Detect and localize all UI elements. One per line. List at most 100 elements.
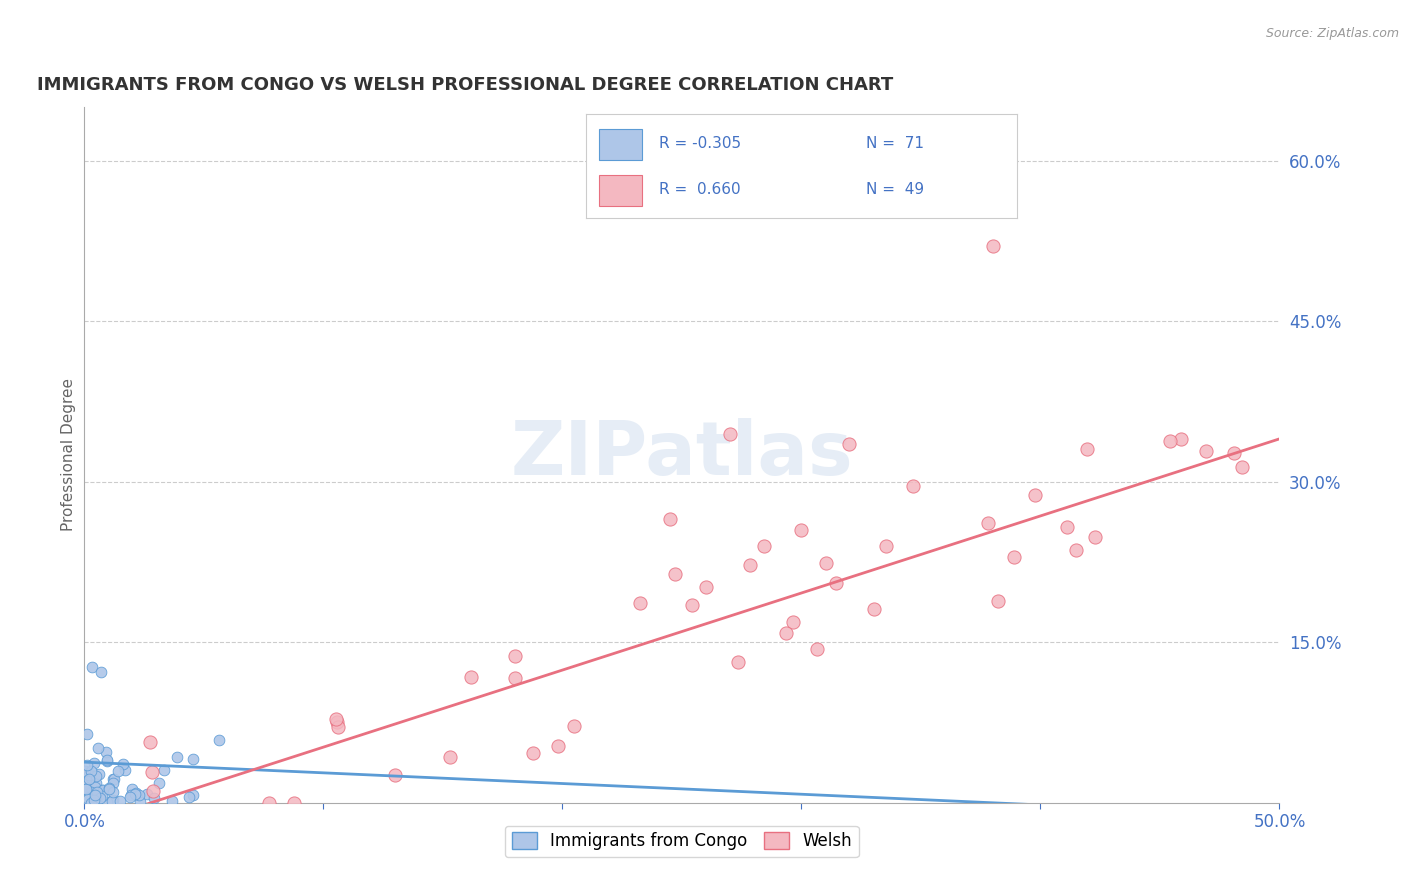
- Legend: Immigrants from Congo, Welsh: Immigrants from Congo, Welsh: [505, 826, 859, 857]
- Point: [1195, 444, 1218, 458]
- Y-axis label: Professional Degree: Professional Degree: [60, 378, 76, 532]
- Point: [76, 727, 98, 741]
- Point: [121, 781, 143, 796]
- Point: [152, 763, 174, 777]
- Point: [460, 670, 482, 684]
- Point: [1223, 446, 1246, 460]
- Point: [326, 720, 349, 734]
- Point: [114, 763, 136, 777]
- Point: [75, 764, 97, 778]
- Point: [77, 772, 100, 787]
- Point: [79, 767, 101, 781]
- Point: [160, 793, 183, 807]
- Point: [806, 641, 828, 656]
- Point: [875, 539, 897, 553]
- Point: [75, 794, 97, 808]
- Point: [87, 740, 110, 755]
- Point: [83, 756, 105, 771]
- Point: [752, 539, 775, 553]
- Point: [107, 764, 129, 779]
- Point: [1056, 520, 1078, 534]
- Point: [103, 776, 125, 790]
- Point: [325, 714, 347, 729]
- Point: [681, 598, 703, 612]
- Point: [695, 580, 717, 594]
- Point: [1084, 530, 1107, 544]
- Point: [1002, 550, 1025, 565]
- Point: [659, 512, 682, 526]
- Point: [547, 739, 569, 753]
- Point: [87, 767, 110, 781]
- Point: [79, 771, 101, 785]
- Point: [90, 665, 112, 680]
- Point: [101, 785, 124, 799]
- Point: [101, 772, 124, 786]
- Point: [505, 649, 527, 664]
- Point: [718, 426, 741, 441]
- Point: [80, 789, 103, 803]
- Point: [80, 660, 103, 674]
- Point: [981, 239, 1004, 253]
- Point: [96, 754, 118, 768]
- Point: [738, 558, 761, 573]
- Point: [838, 437, 860, 451]
- Point: [101, 794, 124, 808]
- Text: ZIPatlas: ZIPatlas: [510, 418, 853, 491]
- Point: [120, 790, 142, 805]
- Point: [148, 776, 170, 790]
- Point: [1230, 460, 1253, 475]
- Point: [96, 795, 118, 809]
- Point: [166, 750, 188, 764]
- Point: [125, 786, 148, 800]
- Point: [1024, 488, 1046, 502]
- Point: [503, 671, 526, 685]
- Point: [120, 789, 142, 803]
- Point: [83, 793, 105, 807]
- Point: [283, 796, 305, 810]
- Point: [90, 783, 112, 797]
- Point: [124, 787, 146, 801]
- Text: Source: ZipAtlas.com: Source: ZipAtlas.com: [1265, 27, 1399, 40]
- Point: [727, 655, 749, 669]
- Point: [1064, 543, 1087, 558]
- Point: [562, 719, 585, 733]
- Point: [108, 794, 131, 808]
- Point: [80, 764, 103, 778]
- Point: [1076, 442, 1098, 456]
- Point: [143, 790, 166, 805]
- Point: [77, 768, 100, 782]
- Point: [987, 594, 1010, 608]
- Point: [111, 757, 134, 772]
- Point: [522, 746, 544, 760]
- Point: [76, 757, 98, 772]
- Point: [181, 788, 204, 802]
- Point: [628, 596, 651, 610]
- Point: [75, 782, 97, 797]
- Point: [80, 796, 103, 810]
- Point: [79, 789, 101, 803]
- Point: [142, 784, 165, 798]
- Point: [79, 789, 101, 803]
- Point: [91, 789, 114, 804]
- Point: [775, 626, 797, 640]
- Point: [97, 781, 120, 796]
- Point: [825, 576, 848, 591]
- Point: [139, 735, 162, 749]
- Point: [86, 785, 108, 799]
- Point: [325, 712, 347, 726]
- Point: [384, 768, 406, 782]
- Point: [79, 771, 101, 785]
- Point: [94, 745, 117, 759]
- Point: [96, 753, 118, 767]
- Point: [782, 615, 804, 629]
- Point: [80, 785, 103, 799]
- Point: [89, 791, 111, 805]
- Point: [77, 792, 100, 806]
- Point: [75, 782, 97, 797]
- Point: [815, 556, 838, 570]
- Point: [84, 769, 107, 783]
- Point: [1159, 434, 1181, 448]
- Point: [208, 732, 231, 747]
- Point: [84, 792, 107, 806]
- Point: [103, 772, 125, 786]
